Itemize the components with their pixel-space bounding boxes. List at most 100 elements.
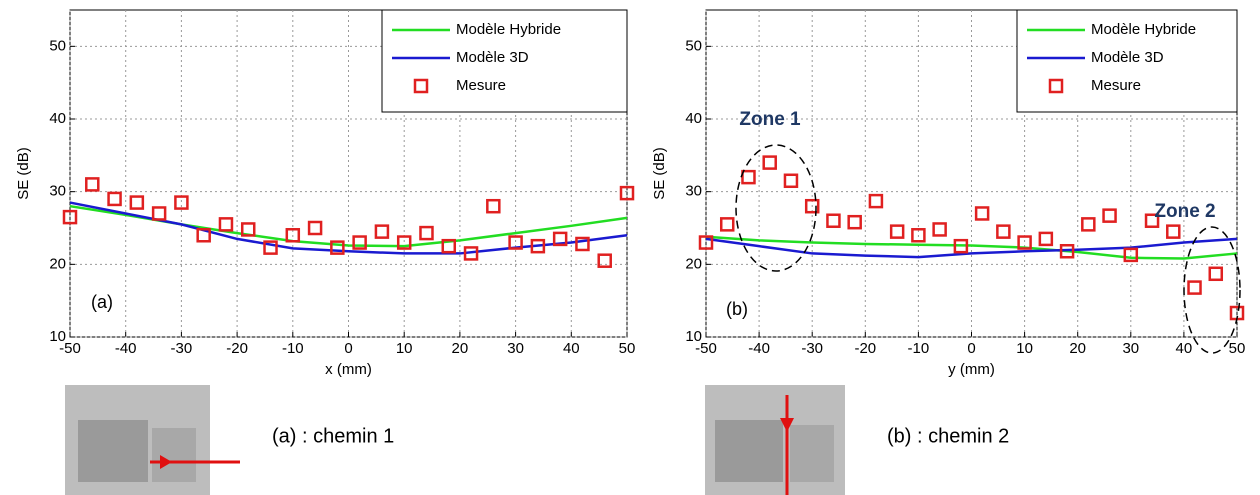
data-point	[396, 235, 412, 250]
legend-swatch	[413, 78, 429, 94]
legend-label: Modèle 3D	[456, 49, 529, 66]
photo-block	[78, 420, 148, 482]
zone-outline	[1183, 226, 1241, 354]
y-tick-label: 50	[49, 37, 66, 54]
data-point	[508, 235, 523, 250]
data-point	[240, 222, 256, 237]
chart: -50 -40 -30 -20 -10 0 10 20 30 40 50 10 20 30 40 50 x (m…	[15, 9, 635, 447]
x-tick-label: 50	[1229, 340, 1246, 357]
x-tick-label: -40	[748, 340, 770, 357]
y-tick-label: 50	[685, 37, 702, 54]
data-point	[575, 236, 590, 252]
photo-block	[152, 428, 196, 482]
data-point	[107, 191, 122, 207]
data-point	[174, 195, 189, 210]
data-point	[826, 213, 841, 228]
series-line	[705, 237, 1238, 259]
data-point	[996, 224, 1011, 239]
caption: (b) : chemin 2	[887, 425, 1009, 447]
data-point	[1017, 235, 1032, 250]
data-point	[441, 238, 457, 254]
data-point	[974, 206, 990, 221]
x-tick-label: 0	[344, 340, 352, 357]
y-tick-label: 10	[685, 328, 702, 345]
legend-label: Modèle 3D	[1091, 49, 1164, 66]
data-point	[263, 240, 278, 255]
data-point	[1144, 213, 1160, 228]
legend-label: Modèle Hybride	[1091, 21, 1196, 38]
data-point	[1102, 208, 1117, 223]
data-point	[1038, 231, 1054, 247]
data-point	[85, 177, 100, 192]
data-point	[151, 206, 167, 221]
data-point	[868, 193, 884, 209]
x-axis-label: x (mm)	[325, 361, 372, 378]
series-line	[69, 201, 628, 255]
data-point	[129, 195, 145, 210]
annotation: Zone 1	[739, 109, 801, 130]
data-point	[196, 228, 211, 243]
x-tick-label: -20	[854, 340, 876, 357]
y-tick-label: 30	[49, 183, 66, 200]
data-point	[285, 228, 301, 243]
panel-label: (b)	[726, 299, 748, 319]
data-point	[218, 217, 234, 232]
data-point	[698, 235, 714, 250]
data-point	[719, 217, 735, 232]
x-tick-label: -20	[226, 340, 248, 357]
y-tick-label: 30	[685, 183, 702, 200]
y-tick-label: 10	[49, 328, 66, 345]
x-tick-label: 30	[507, 340, 524, 357]
data-point	[847, 214, 862, 230]
data-point	[463, 246, 479, 261]
panel-label: (a)	[91, 292, 113, 312]
data-point	[1081, 217, 1096, 232]
x-tick-label: 20	[452, 340, 469, 357]
legend-box	[1016, 9, 1238, 113]
data-point	[307, 220, 323, 236]
x-tick-label: 20	[1069, 340, 1086, 357]
data-point	[911, 228, 926, 243]
data-point	[330, 240, 345, 255]
x-tick-label: -40	[115, 340, 137, 357]
data-point	[1166, 224, 1181, 239]
x-tick-label: -10	[908, 340, 930, 357]
x-tick-label: 30	[1122, 340, 1139, 357]
photo-block	[715, 420, 783, 482]
x-tick-label: -30	[801, 340, 823, 357]
data-point	[419, 225, 434, 241]
data-point	[953, 238, 969, 254]
legend-box	[381, 9, 628, 113]
legend-swatch	[1048, 78, 1064, 94]
annotation: Zone 2	[1154, 201, 1215, 222]
data-point	[619, 185, 635, 201]
series-line	[705, 235, 1238, 260]
x-tick-label: 10	[1016, 340, 1033, 357]
x-tick-label: -50	[59, 340, 81, 357]
x-tick-label: -30	[171, 340, 193, 357]
data-point	[1208, 266, 1224, 282]
data-point	[889, 224, 905, 239]
caption: (a) : chemin 1	[272, 425, 394, 447]
y-tick-label: 40	[685, 110, 702, 127]
x-tick-label: 10	[396, 340, 413, 357]
y-tick-label: 40	[49, 110, 66, 127]
data-point	[783, 173, 799, 189]
data-point	[552, 231, 568, 247]
photo-block	[790, 425, 834, 482]
y-axis-label: SE (dB)	[651, 147, 668, 200]
data-point	[486, 198, 501, 214]
chart: -50 -40 -30 -20 -10 0 10 20 30 40 50 10 20 30 40 50 y (m…	[651, 9, 1246, 447]
legend-label: Modèle Hybride	[456, 21, 561, 38]
data-point	[374, 224, 390, 239]
x-axis-label: y (mm)	[948, 361, 995, 378]
data-point	[1059, 244, 1075, 259]
data-point	[530, 238, 546, 254]
x-tick-label: -10	[282, 340, 304, 357]
arrow-head	[160, 455, 172, 469]
y-tick-label: 20	[685, 255, 702, 272]
legend-label: Mesure	[1091, 77, 1141, 94]
data-point	[1187, 280, 1202, 295]
data-point	[62, 209, 78, 225]
